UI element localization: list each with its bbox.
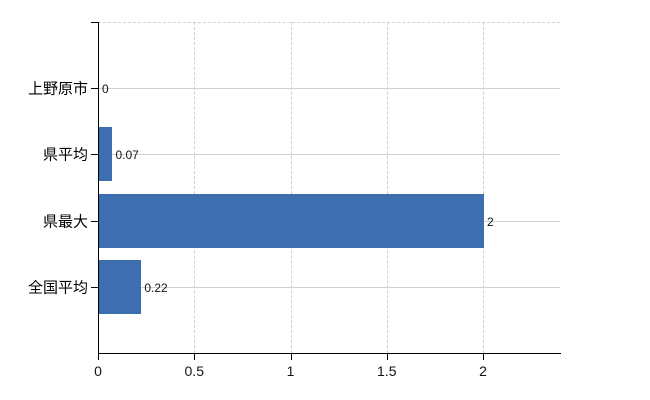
x-axis-tick-label: 1.5 <box>377 363 397 379</box>
horizontal-gridline <box>98 286 560 288</box>
horizontal-gridline <box>98 154 560 156</box>
y-axis-tick <box>91 88 98 90</box>
bar-value-label: 2 <box>487 214 494 229</box>
y-axis-tick <box>91 220 98 222</box>
bar-value-label: 0.07 <box>115 148 139 163</box>
x-axis-tick <box>386 353 388 360</box>
vertical-gridline <box>386 22 388 353</box>
category-label: 全国平均 <box>27 279 88 297</box>
category-label: 県平均 <box>42 146 88 164</box>
bar <box>99 259 142 314</box>
category-label: 上野原市 <box>27 80 88 98</box>
y-axis-tick <box>91 154 98 156</box>
y-axis-tick <box>91 286 98 288</box>
plot-area-top-border <box>98 22 560 23</box>
x-axis-tick <box>290 353 292 360</box>
y-axis-line <box>98 22 99 354</box>
category-label: 県最大 <box>42 213 88 231</box>
vertical-gridline <box>483 22 484 353</box>
x-axis-tick <box>98 353 99 360</box>
y-axis-end-tick <box>91 22 98 23</box>
x-axis-tick-label: 1 <box>286 363 295 379</box>
x-axis-tick-label: 2 <box>479 363 487 379</box>
x-axis-tick <box>483 353 484 360</box>
horizontal-gridline <box>98 88 560 90</box>
x-axis-tick-label: 0.5 <box>184 363 204 379</box>
bar <box>99 127 113 182</box>
x-axis-line <box>98 353 561 354</box>
x-axis-tick-label: 0 <box>94 363 102 379</box>
bar-value-label: 0 <box>102 82 109 97</box>
vertical-gridline <box>290 22 292 353</box>
vertical-gridline <box>194 22 196 353</box>
bar <box>99 193 484 248</box>
x-axis-tick <box>194 353 196 360</box>
bar-value-label: 0.22 <box>144 280 168 295</box>
